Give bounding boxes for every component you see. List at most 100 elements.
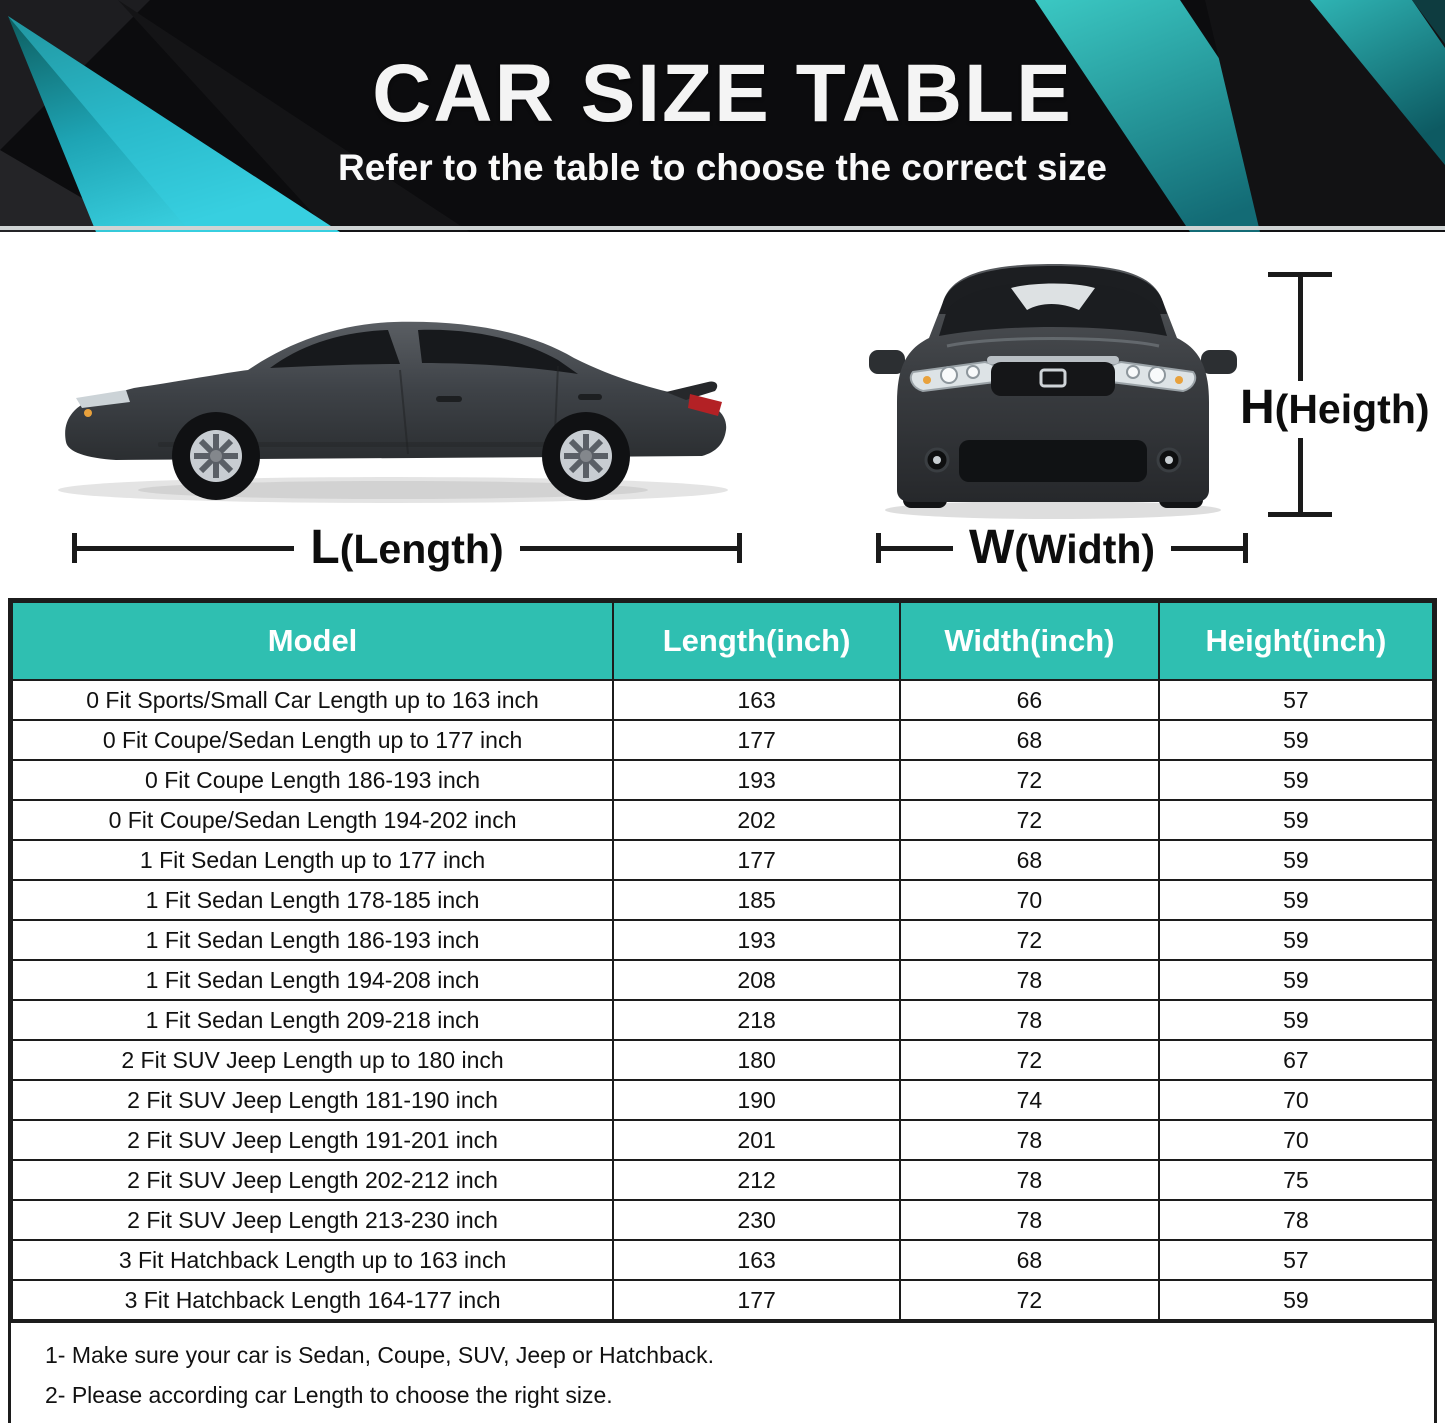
table-row: 2 Fit SUV Jeep Length 202-212 inch 212 7… [10, 1159, 1435, 1201]
notes: 1- Make sure your car is Sedan, Coupe, S… [11, 1321, 1434, 1423]
height-cell: 70 [1157, 1119, 1435, 1161]
length-cell: 218 [612, 999, 902, 1041]
length-cell: 193 [612, 919, 902, 961]
width-cell: 72 [899, 919, 1160, 961]
height-cell: 59 [1157, 1279, 1435, 1321]
length-cell: 230 [612, 1199, 902, 1241]
page-subtitle: Refer to the table to choose the correct… [338, 146, 1107, 188]
dimension-line-segment [881, 545, 953, 551]
model-cell: 2 Fit SUV Jeep Length 181-190 inch [10, 1079, 615, 1121]
table-row: 1 Fit Sedan Length 186-193 inch 193 72 5… [10, 919, 1435, 961]
height-cell: 78 [1157, 1199, 1435, 1241]
length-cell: 201 [612, 1119, 902, 1161]
width-cell: 78 [899, 999, 1160, 1041]
width-cell: 72 [899, 1279, 1160, 1321]
dimension-end-cap [737, 533, 742, 563]
width-dimension-line: W(Width) [876, 521, 1248, 574]
width-cell: 68 [899, 839, 1160, 881]
header-model: Model [10, 601, 615, 681]
width-cell: 72 [899, 1039, 1160, 1081]
size-table-container: Model Length(inch) Width(inch) Height(in… [8, 598, 1437, 1423]
dimension-line-segment [519, 545, 737, 551]
height-dimension-line: H(Heigth) [1240, 272, 1445, 522]
length-cell: 202 [612, 799, 902, 841]
height-cell: 59 [1157, 919, 1435, 961]
width-cell: 68 [899, 1239, 1160, 1281]
length-label: L(Length) [310, 521, 504, 574]
length-cell: 177 [612, 1279, 902, 1321]
table-row: 0 Fit Coupe Length 186-193 inch 193 72 5… [10, 759, 1435, 801]
height-cell: 75 [1157, 1159, 1435, 1201]
table-row: 2 Fit SUV Jeep Length up to 180 inch 180… [10, 1039, 1435, 1081]
length-cell: 180 [612, 1039, 902, 1081]
table-header-row: Model Length(inch) Width(inch) Height(in… [10, 601, 1435, 681]
model-cell: 2 Fit SUV Jeep Length 191-201 inch [10, 1119, 615, 1161]
width-cell: 66 [899, 679, 1160, 721]
width-cell: 72 [899, 759, 1160, 801]
height-cell: 59 [1157, 959, 1435, 1001]
header-height: Height(inch) [1157, 601, 1435, 681]
table-row: 0 Fit Coupe/Sedan Length up to 177 inch … [10, 719, 1435, 761]
length-cell: 212 [612, 1159, 902, 1201]
width-cell: 78 [899, 959, 1160, 1001]
banner-background-graphic [0, 0, 1445, 232]
dimension-end-cap [1243, 533, 1248, 563]
car-dimension-diagram: L(Length) [0, 232, 1445, 598]
height-cell: 67 [1157, 1039, 1435, 1081]
height-cell: 59 [1157, 879, 1435, 921]
header-width: Width(inch) [899, 601, 1160, 681]
dimension-line-segment [1298, 277, 1303, 381]
page-title: CAR SIZE TABLE [372, 47, 1073, 139]
length-dimension-line: L(Length) [72, 521, 742, 574]
model-cell: 2 Fit SUV Jeep Length 202-212 inch [10, 1159, 615, 1201]
length-cell: 177 [612, 839, 902, 881]
table-row: 1 Fit Sedan Length 194-208 inch 208 78 5… [10, 959, 1435, 1001]
model-cell: 1 Fit Sedan Length 186-193 inch [10, 919, 615, 961]
length-cell: 190 [612, 1079, 902, 1121]
model-cell: 2 Fit SUV Jeep Length 213-230 inch [10, 1199, 615, 1241]
width-cell: 70 [899, 879, 1160, 921]
height-cell: 59 [1157, 999, 1435, 1041]
height-cell: 59 [1157, 719, 1435, 761]
table-row: 3 Fit Hatchback Length up to 163 inch 16… [10, 1239, 1435, 1281]
width-cell: 78 [899, 1119, 1160, 1161]
width-cell: 74 [899, 1079, 1160, 1121]
dimension-end-cap [876, 533, 881, 563]
height-cell: 59 [1157, 759, 1435, 801]
width-label: W(Width) [968, 521, 1156, 574]
model-cell: 0 Fit Coupe Length 186-193 inch [10, 759, 615, 801]
dimension-end-cap [1268, 272, 1332, 277]
height-cell: 57 [1157, 679, 1435, 721]
table-row: 1 Fit Sedan Length up to 177 inch 177 68… [10, 839, 1435, 881]
height-cell: 70 [1157, 1079, 1435, 1121]
dimension-line-segment [1298, 438, 1303, 512]
height-cell: 59 [1157, 799, 1435, 841]
model-cell: 0 Fit Coupe/Sedan Length up to 177 inch [10, 719, 615, 761]
banner: CAR SIZE TABLE Refer to the table to cho… [0, 0, 1445, 232]
width-cell: 72 [899, 799, 1160, 841]
table-row: 1 Fit Sedan Length 209-218 inch 218 78 5… [10, 999, 1435, 1041]
model-cell: 0 Fit Sports/Small Car Length up to 163 … [10, 679, 615, 721]
car-front-view-image [869, 264, 1237, 519]
table-row: 2 Fit SUV Jeep Length 181-190 inch 190 7… [10, 1079, 1435, 1121]
model-cell: 1 Fit Sedan Length 194-208 inch [10, 959, 615, 1001]
model-cell: 0 Fit Coupe/Sedan Length 194-202 inch [10, 799, 615, 841]
car-size-table-body: 0 Fit Sports/Small Car Length up to 163 … [10, 679, 1435, 1321]
table-row: 0 Fit Sports/Small Car Length up to 163 … [10, 679, 1435, 721]
height-cell: 57 [1157, 1239, 1435, 1281]
length-cell: 163 [612, 1239, 902, 1281]
banner-text: CAR SIZE TABLE Refer to the table to cho… [0, 0, 1445, 232]
width-cell: 78 [899, 1199, 1160, 1241]
table-row: 2 Fit SUV Jeep Length 191-201 inch 201 7… [10, 1119, 1435, 1161]
note-1: 1- Make sure your car is Sedan, Coupe, S… [45, 1342, 715, 1368]
height-label: H(Heigth) [1240, 381, 1430, 434]
height-cell: 59 [1157, 839, 1435, 881]
model-cell: 1 Fit Sedan Length 209-218 inch [10, 999, 615, 1041]
table-row: 0 Fit Coupe/Sedan Length 194-202 inch 20… [10, 799, 1435, 841]
model-cell: 1 Fit Sedan Length 178-185 inch [10, 879, 615, 921]
model-cell: 3 Fit Hatchback Length up to 163 inch [10, 1239, 615, 1281]
car-size-table: Model Length(inch) Width(inch) Height(in… [10, 601, 1435, 1321]
width-cell: 78 [899, 1159, 1160, 1201]
sedan-side-view-image [58, 321, 728, 503]
